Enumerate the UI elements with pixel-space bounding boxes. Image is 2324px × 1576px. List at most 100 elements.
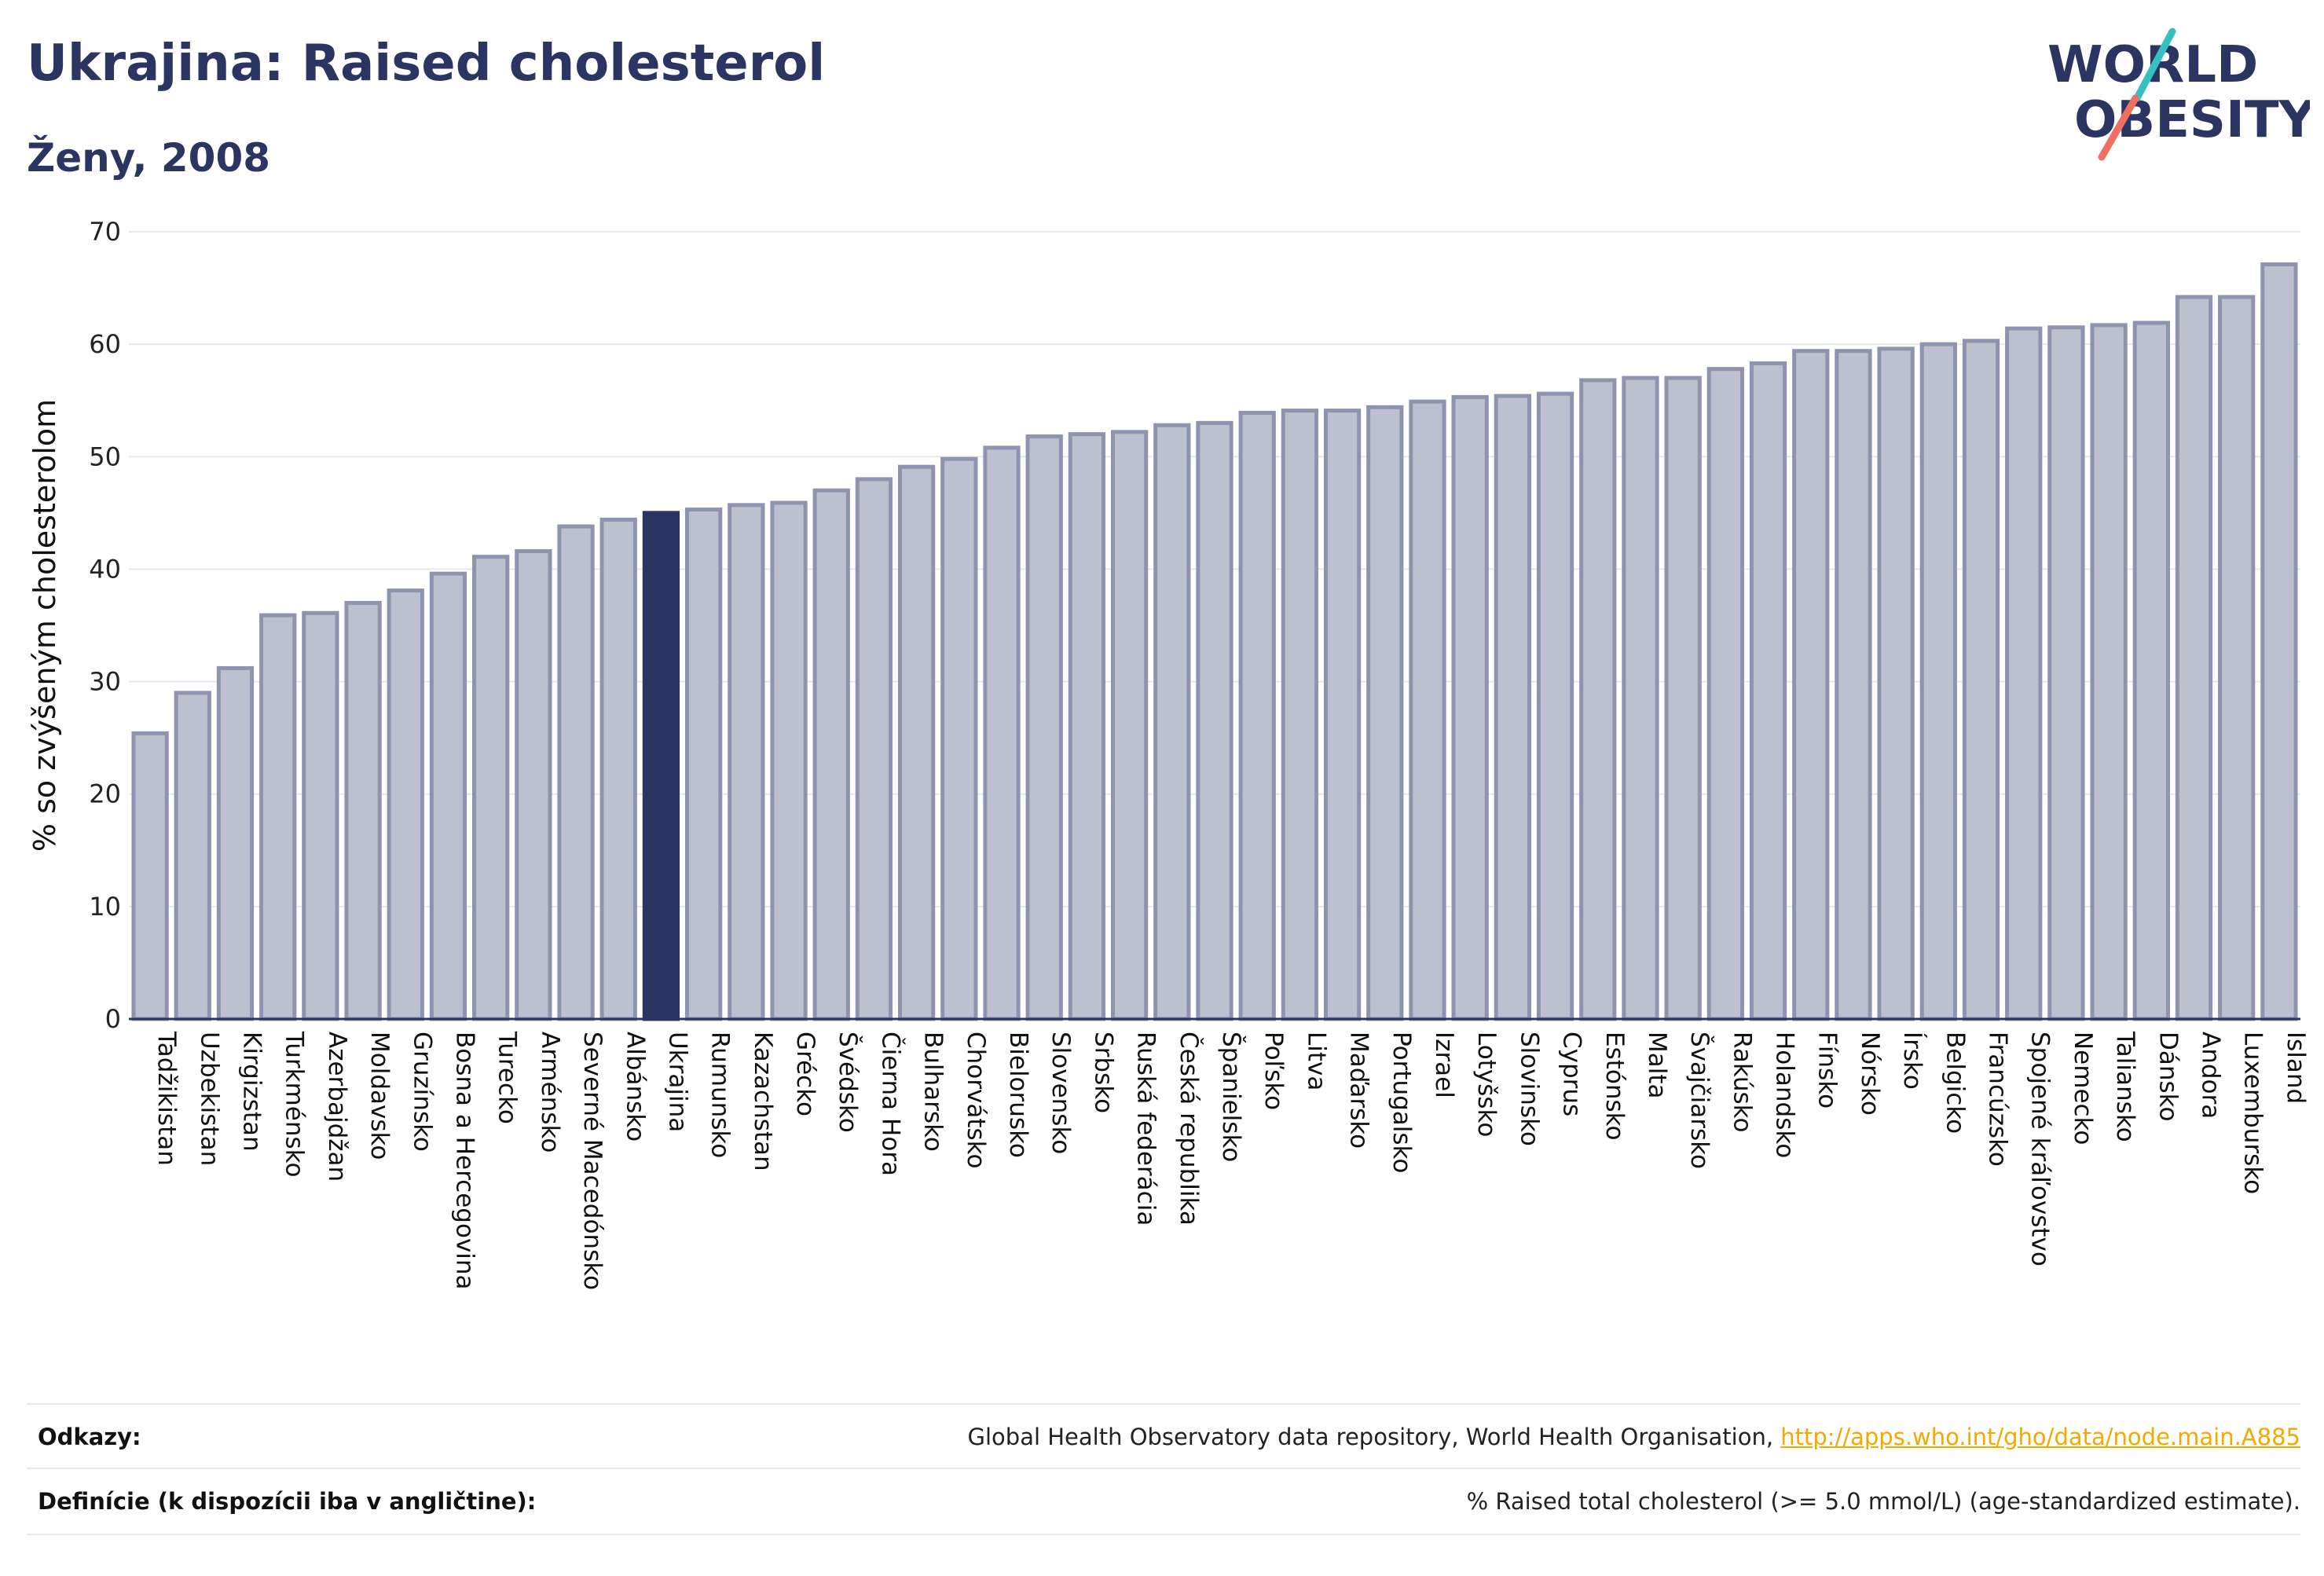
x-tick-label: Švajčiarsko bbox=[1685, 1032, 1714, 1169]
bar bbox=[2005, 326, 2043, 1021]
x-tick-label: Tadžikistan bbox=[152, 1031, 181, 1166]
x-tick-label: Česká republika bbox=[1175, 1032, 1204, 1226]
bar bbox=[897, 464, 936, 1021]
bar bbox=[770, 500, 808, 1021]
chart-title: Ukrajina: Raised cholesterol bbox=[27, 35, 826, 93]
bar bbox=[344, 600, 382, 1021]
bar bbox=[557, 524, 595, 1021]
y-tick-label: 70 bbox=[89, 217, 121, 247]
x-tick-label: Bosna a Hercegovina bbox=[450, 1032, 478, 1290]
x-tick-label: Bielorusko bbox=[1004, 1032, 1032, 1158]
bar bbox=[1835, 349, 1872, 1021]
x-tick-label: Severné Macedónsko bbox=[578, 1032, 607, 1290]
bar bbox=[1749, 361, 1787, 1021]
x-tick-label: Malta bbox=[1643, 1032, 1671, 1099]
bar bbox=[599, 517, 637, 1021]
x-tick-label: Írsko bbox=[1898, 1032, 1926, 1090]
references-link[interactable]: http://apps.who.int/gho/data/node.main.A… bbox=[1780, 1424, 2300, 1450]
bar bbox=[2218, 295, 2256, 1021]
x-tick-label: Azerbajdžan bbox=[323, 1032, 351, 1182]
x-tick-label: Grécko bbox=[791, 1032, 819, 1116]
x-tick-label: Holandsko bbox=[1771, 1032, 1799, 1158]
definitions-row: Definície (k dispozícii iba v angličtine… bbox=[27, 1468, 2300, 1532]
x-tick-label: Rakúsko bbox=[1728, 1032, 1756, 1132]
y-tick-label: 10 bbox=[89, 892, 121, 922]
bar bbox=[1281, 409, 1319, 1021]
bar bbox=[1153, 423, 1191, 1021]
bar bbox=[1877, 346, 1915, 1021]
bar bbox=[302, 610, 339, 1021]
y-tick-label: 30 bbox=[89, 667, 121, 697]
bar bbox=[1622, 376, 1659, 1021]
bar bbox=[515, 549, 552, 1021]
x-tick-label: Srbsko bbox=[1089, 1032, 1117, 1113]
bar-chart: 0 10 20 30 40 50 60 70 Tadžikistan Uzbekistan Kir… bbox=[27, 217, 2310, 1290]
bar bbox=[1706, 367, 1744, 1021]
bar bbox=[2260, 262, 2298, 1021]
x-tick-label: Andora bbox=[2197, 1032, 2225, 1119]
bar bbox=[2132, 321, 2170, 1021]
x-tick-label: Španielsko bbox=[1217, 1032, 1246, 1162]
x-tick-label: Bulharsko bbox=[919, 1032, 948, 1152]
bar bbox=[1451, 394, 1489, 1021]
bar bbox=[1792, 349, 1830, 1021]
bar bbox=[1366, 405, 1404, 1021]
references-row: Odkazy: Global Health Observatory data r… bbox=[27, 1403, 2300, 1468]
references-label: Odkazy: bbox=[38, 1424, 141, 1450]
x-tick-label: Francúzsko bbox=[1984, 1032, 2012, 1167]
x-tick-label: Island bbox=[2282, 1032, 2310, 1104]
x-tick-label: Nórsko bbox=[1856, 1032, 1884, 1116]
x-tick-label: Kirgizstan bbox=[237, 1032, 266, 1152]
y-tick-label: 60 bbox=[89, 329, 121, 359]
bar bbox=[855, 477, 893, 1021]
y-tick-label: 20 bbox=[89, 779, 121, 809]
bar bbox=[1664, 376, 1702, 1021]
x-tick-label: Turecko bbox=[493, 1031, 522, 1124]
x-tick-label: Slovensko bbox=[1047, 1032, 1075, 1154]
x-tick-label: Rumunsko bbox=[706, 1032, 735, 1158]
x-tick-label: Maďarsko bbox=[1345, 1032, 1373, 1149]
bar bbox=[1068, 432, 1106, 1021]
bar bbox=[216, 665, 255, 1021]
x-tick-label: Chorvátsko bbox=[962, 1032, 990, 1168]
bar bbox=[174, 691, 211, 1021]
bar bbox=[1238, 410, 1276, 1021]
definitions-label: Definície (k dispozícii iba v angličtine… bbox=[38, 1488, 537, 1515]
bar bbox=[1323, 409, 1362, 1021]
bar bbox=[1579, 378, 1617, 1021]
bar bbox=[387, 588, 424, 1021]
x-tick-label: Luxembursko bbox=[2239, 1032, 2267, 1194]
chart-subtitle: Ženy, 2008 bbox=[27, 135, 271, 181]
x-tick-label: Moldavsko bbox=[365, 1032, 394, 1160]
world-obesity-logo: WORLD OBESITY bbox=[2047, 27, 2310, 161]
x-axis-labels: Tadžikistan Uzbekistan Kirgizstan Turkménsk… bbox=[152, 1031, 2310, 1290]
x-tick-label: Taliansko bbox=[2111, 1031, 2139, 1142]
bar bbox=[940, 456, 978, 1021]
x-tick-label: Ukrajina bbox=[663, 1032, 691, 1132]
x-tick-label: Arménsko bbox=[536, 1032, 564, 1153]
bar bbox=[259, 613, 297, 1021]
bar bbox=[2090, 323, 2128, 1021]
bar bbox=[131, 731, 169, 1021]
logo-slash-teal bbox=[2133, 27, 2176, 102]
bar bbox=[1536, 391, 1574, 1021]
x-tick-label: Slovinsko bbox=[1515, 1032, 1543, 1146]
bar bbox=[2175, 295, 2213, 1021]
bar bbox=[1962, 339, 2000, 1021]
x-tick-label: Ruská federácia bbox=[1132, 1032, 1160, 1226]
x-tick-label: Čierna Hora bbox=[876, 1032, 905, 1176]
references-value: Global Health Observatory data repositor… bbox=[968, 1424, 2300, 1450]
references-text: Global Health Observatory data repositor… bbox=[967, 1424, 1781, 1450]
x-tick-label: Nemecko bbox=[2069, 1032, 2097, 1145]
y-tick-label: 0 bbox=[105, 1004, 121, 1034]
x-tick-label: Turkménsko bbox=[280, 1031, 309, 1177]
bar-highlighted bbox=[642, 511, 680, 1021]
y-axis-title: % so zvýšeným cholesterolom bbox=[27, 399, 62, 852]
x-tick-label: Cyprus bbox=[1558, 1032, 1586, 1116]
bar bbox=[1919, 342, 1957, 1021]
bars bbox=[131, 262, 2298, 1021]
bar bbox=[1110, 430, 1149, 1021]
bar bbox=[685, 508, 723, 1021]
x-tick-label: Poľsko bbox=[1259, 1032, 1288, 1110]
bar bbox=[2047, 325, 2085, 1021]
